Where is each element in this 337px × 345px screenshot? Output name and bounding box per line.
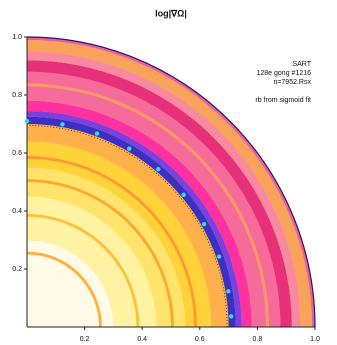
y-tick-label: 0.6 [12, 150, 22, 157]
heat-band [27, 141, 212, 327]
data-point [181, 192, 186, 197]
annotation: SART [292, 61, 311, 68]
reference-arc [26, 125, 228, 328]
data-point [156, 167, 161, 172]
heat-band [27, 167, 186, 327]
data-point [228, 314, 234, 319]
data-point [226, 289, 231, 294]
heat-band [27, 240, 114, 327]
x-tick-label: 0.6 [195, 336, 205, 343]
data-point [201, 221, 207, 227]
annotation: 128e gong #1216 [257, 70, 312, 77]
y-tick-label: 0.2 [12, 266, 22, 273]
y-tick-label: 1.0 [12, 34, 22, 41]
x-tick-label: 0.4 [137, 336, 147, 343]
annotation: n=7952.Rsx [273, 79, 311, 86]
heatmap [26, 36, 316, 328]
boundary-arc [26, 36, 316, 328]
x-tick-label: 0.2 [80, 336, 90, 343]
y-tick-label: 0.8 [12, 92, 22, 99]
x-tick-label: 1.0 [310, 336, 320, 343]
data-point [127, 146, 132, 151]
x-tick-label: 0.8 [253, 336, 263, 343]
data-point [94, 131, 100, 136]
chart-title: log|∇Ω| [155, 8, 187, 18]
heat-band [27, 124, 229, 327]
data-point [216, 254, 222, 259]
y-tick-label: 0.4 [12, 208, 22, 215]
legend-label: rb from sigmoid fit [255, 97, 311, 104]
heat-band [27, 196, 157, 327]
data-point [24, 118, 30, 124]
data-point [60, 122, 65, 127]
